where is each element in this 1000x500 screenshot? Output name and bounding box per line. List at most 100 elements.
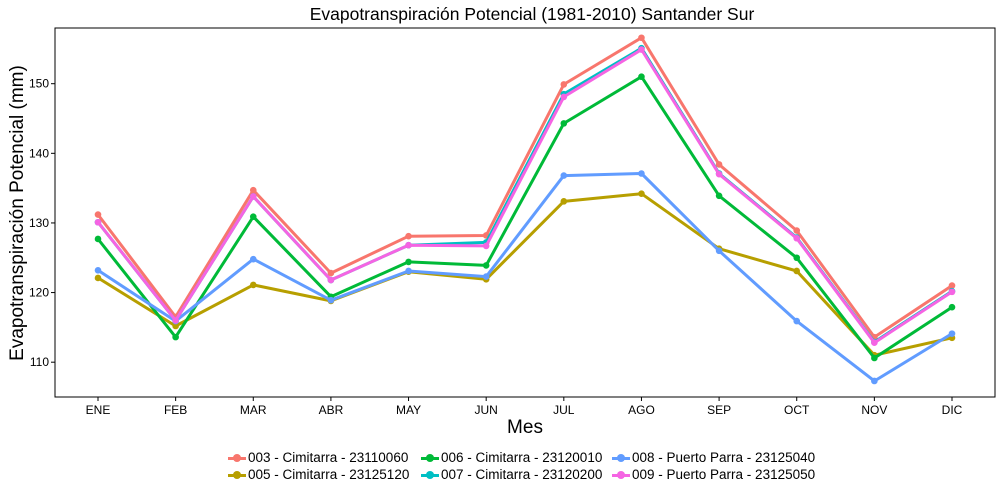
legend-key-point: [233, 453, 241, 462]
data-point: [249, 281, 257, 289]
y-tick-label: 150: [29, 77, 49, 91]
legend-key: [612, 451, 630, 465]
x-tick-label: ENE: [86, 403, 111, 417]
legend-label: 007 - Cimitarra - 23120200: [441, 467, 603, 482]
data-point: [715, 192, 723, 200]
legend-item: 009 - Puerto Parra - 23125050: [612, 467, 815, 482]
data-point: [560, 172, 568, 179]
x-axis-label: Mes: [507, 417, 543, 438]
y-tick-label: 120: [29, 286, 49, 300]
data-point: [715, 247, 723, 255]
data-point: [172, 317, 179, 324]
legend-key-point: [426, 470, 434, 479]
data-point: [715, 161, 723, 168]
legend-item: 006 - Cimitarra - 23120010: [421, 450, 602, 465]
data-point: [793, 234, 801, 242]
y-tick-label: 140: [29, 146, 49, 160]
data-point: [405, 267, 412, 275]
data-point: [249, 255, 257, 263]
legend-key: [228, 468, 246, 482]
legend-key: [612, 468, 630, 482]
series-line: [97, 192, 953, 357]
data-point: [560, 81, 568, 88]
legend-key-point: [233, 470, 241, 479]
series-line: [96, 36, 953, 339]
data-point: [793, 267, 801, 275]
data-point: [405, 241, 412, 249]
data-point: [172, 333, 179, 341]
data-point: [94, 218, 102, 226]
x-tick-label: ABR: [319, 403, 344, 417]
data-point: [948, 303, 956, 311]
legend-item: 003 - Cimitarra - 23110060: [228, 450, 408, 465]
data-point: [638, 190, 645, 198]
data-point: [327, 296, 335, 304]
series-line: [96, 48, 953, 345]
data-point: [94, 235, 102, 243]
data-point: [638, 73, 645, 81]
data-point: [94, 266, 102, 274]
data-point: [249, 186, 257, 194]
legend-key-point: [617, 470, 625, 479]
y-axis-label: Evapotranspiración Potencial (mm): [7, 65, 28, 361]
data-point: [793, 254, 801, 262]
data-point: [948, 282, 956, 289]
data-point: [871, 339, 878, 346]
x-tick-label: JUL: [553, 403, 575, 417]
data-point: [871, 354, 878, 362]
data-point: [249, 213, 257, 220]
x-tick-label: FEB: [164, 403, 187, 417]
legend-label: 006 - Cimitarra - 23120010: [441, 450, 603, 465]
legend-label: 003 - Cimitarra - 23110060: [248, 450, 409, 465]
y-tick-label: 110: [30, 355, 49, 369]
data-point: [948, 288, 956, 296]
data-point: [793, 227, 801, 234]
plot-area: [54, 27, 996, 398]
x-tick-label: AGO: [628, 403, 655, 417]
x-tick-label: NOV: [861, 403, 887, 417]
series-layer: [94, 34, 956, 385]
data-point: [405, 232, 412, 240]
legend-label: 005 - Cimitarra - 23125120: [248, 467, 410, 482]
data-point: [715, 170, 723, 178]
x-tick-label: JUN: [475, 403, 498, 417]
data-point: [327, 269, 335, 277]
data-point: [948, 330, 956, 337]
x-tick-label: MAY: [396, 403, 421, 417]
data-point: [560, 93, 568, 101]
legend-key: [228, 451, 246, 465]
data-point: [482, 242, 490, 250]
data-point: [94, 211, 102, 218]
data-point: [327, 276, 335, 284]
y-axis: 110 120 130 140 150: [29, 77, 55, 369]
data-point: [94, 274, 102, 282]
legend-item: 005 - Cimitarra - 23125120: [228, 467, 409, 482]
legend-item: 007 - Cimitarra - 23120200: [421, 467, 602, 482]
data-point: [560, 198, 568, 205]
data-point: [249, 193, 257, 200]
data-point: [172, 322, 179, 330]
legend-label: 008 - Puerto Parra - 23125040: [632, 450, 816, 465]
x-tick-label: MAR: [240, 403, 267, 417]
x-tick-label: SEP: [707, 403, 731, 417]
data-point: [638, 34, 645, 42]
data-point: [405, 258, 412, 266]
data-point: [793, 317, 801, 325]
data-point: [482, 262, 490, 269]
x-tick-label: OCT: [784, 403, 810, 417]
data-point: [482, 273, 490, 280]
legend-key: [421, 468, 439, 482]
legend-item: 008 - Puerto Parra - 23125040: [612, 450, 815, 465]
chart-title: Evapotranspiración Potencial (1981-2010)…: [310, 4, 755, 24]
data-point: [871, 377, 878, 385]
x-tick-label: DIC: [942, 403, 963, 417]
y-tick-label: 130: [29, 216, 49, 230]
series-line: [97, 172, 953, 383]
legend-label: 009 - Puerto Parra - 23125050: [632, 467, 816, 482]
x-axis: ENE FEB MAR ABR MAY JUN JUL AGO SEP OCT NOV DIC: [86, 397, 963, 417]
legend-key-point: [426, 453, 434, 462]
legend-key: [421, 451, 439, 465]
legend-key-point: [617, 453, 625, 462]
series-line: [96, 75, 953, 360]
